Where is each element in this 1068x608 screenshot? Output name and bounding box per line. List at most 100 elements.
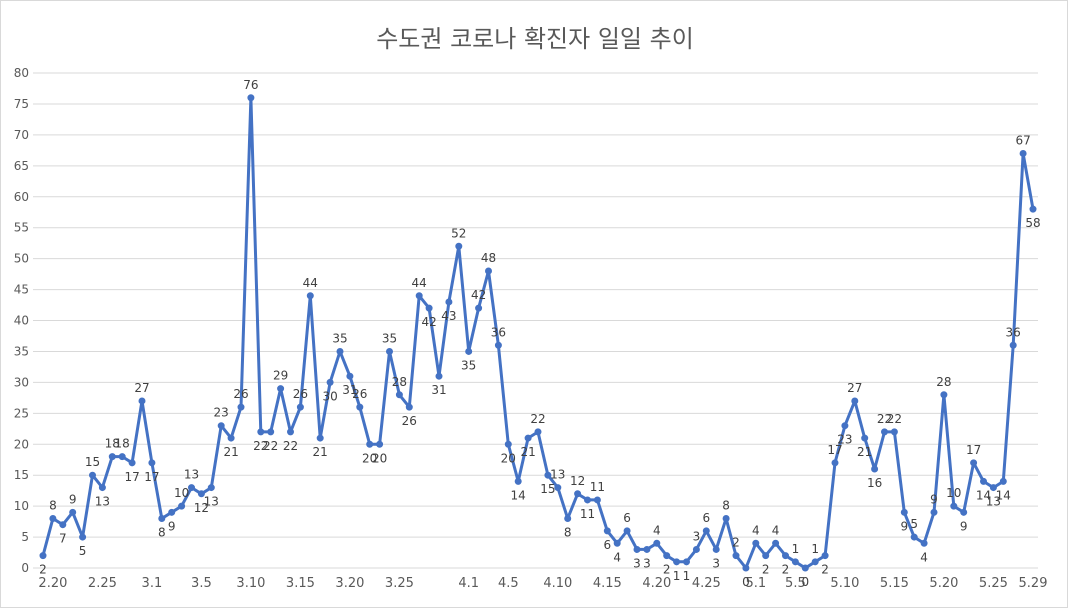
data-point bbox=[890, 428, 898, 436]
data-point bbox=[524, 434, 532, 442]
data-point bbox=[237, 403, 245, 411]
data-label: 4 bbox=[752, 523, 760, 537]
series-line-path bbox=[41, 96, 1035, 570]
x-tick-label: 5.10 bbox=[830, 576, 859, 591]
data-point bbox=[158, 515, 166, 522]
data-label: 9 bbox=[930, 492, 938, 506]
data-point bbox=[178, 502, 186, 510]
data-point bbox=[138, 397, 146, 405]
data-label: 22 bbox=[877, 412, 892, 426]
data-label: 31 bbox=[342, 383, 357, 397]
data-point bbox=[197, 490, 205, 498]
data-point bbox=[465, 347, 473, 355]
data-point bbox=[930, 508, 938, 516]
x-tick-label: 2.25 bbox=[88, 576, 117, 591]
data-point bbox=[69, 508, 77, 516]
data-point bbox=[494, 341, 502, 349]
data-point bbox=[346, 372, 354, 380]
data-label: 76 bbox=[243, 78, 258, 92]
gridlines bbox=[33, 72, 1038, 569]
data-label: 0 bbox=[742, 575, 750, 589]
data-label: 10 bbox=[174, 486, 189, 500]
data-label: 0 bbox=[801, 575, 809, 589]
data-label: 21 bbox=[223, 445, 238, 459]
data-point bbox=[663, 552, 671, 560]
data-label: 42 bbox=[471, 288, 486, 302]
y-tick-label: 75 bbox=[14, 97, 29, 111]
data-point bbox=[277, 385, 285, 393]
data-label: 3 bbox=[712, 556, 720, 570]
data-label: 23 bbox=[837, 433, 852, 447]
x-tick-label: 3.15 bbox=[286, 576, 315, 591]
data-point bbox=[782, 552, 789, 560]
data-label: 3 bbox=[693, 529, 701, 543]
data-point bbox=[108, 453, 116, 461]
data-label: 9 bbox=[168, 519, 176, 533]
data-label: 17 bbox=[966, 443, 981, 457]
x-tick-label: 4.25 bbox=[692, 576, 721, 591]
data-label: 3 bbox=[643, 556, 651, 570]
data-label: 14 bbox=[976, 488, 991, 502]
data-point bbox=[168, 508, 176, 516]
data-label: 4 bbox=[920, 550, 928, 564]
data-label: 14 bbox=[511, 488, 526, 502]
y-tick-label: 55 bbox=[14, 221, 29, 235]
data-label: 17 bbox=[144, 470, 159, 484]
y-axis-tick-labels: 0 5 10 15 20 25 30 35 40 45 50 55 60 65 70 75 80 bbox=[14, 66, 29, 575]
data-label: 48 bbox=[481, 251, 496, 265]
y-tick-label: 60 bbox=[14, 190, 29, 204]
data-point bbox=[326, 378, 334, 386]
data-point bbox=[534, 428, 542, 436]
data-point bbox=[79, 533, 87, 541]
data-point bbox=[603, 527, 611, 535]
data-label: 11 bbox=[580, 507, 595, 521]
data-label: 18 bbox=[105, 437, 120, 451]
data-point bbox=[900, 508, 908, 516]
data-label: 26 bbox=[352, 387, 367, 401]
data-label: 13 bbox=[184, 468, 199, 482]
data-label: 11 bbox=[590, 480, 605, 494]
data-point bbox=[445, 298, 453, 306]
data-label: 7 bbox=[59, 532, 67, 546]
data-label: 28 bbox=[392, 375, 407, 389]
data-label: 1 bbox=[811, 542, 819, 556]
data-label: 35 bbox=[332, 331, 347, 345]
data-point bbox=[435, 372, 443, 380]
data-label: 4 bbox=[772, 523, 780, 537]
data-point bbox=[207, 484, 215, 492]
data-label: 22 bbox=[283, 439, 298, 453]
data-point bbox=[316, 434, 324, 442]
data-point bbox=[752, 539, 760, 547]
x-tick-label: 3.1 bbox=[142, 576, 163, 591]
y-tick-label: 45 bbox=[14, 283, 29, 297]
data-point bbox=[960, 508, 968, 516]
data-point bbox=[970, 459, 978, 467]
data-point bbox=[821, 552, 829, 560]
data-label: 1 bbox=[792, 542, 800, 556]
data-label: 28 bbox=[936, 375, 951, 389]
data-points bbox=[39, 94, 1037, 572]
data-label: 26 bbox=[402, 414, 417, 428]
data-point bbox=[336, 347, 344, 355]
data-point bbox=[217, 422, 225, 430]
data-label: 3 bbox=[633, 556, 641, 570]
data-point bbox=[574, 490, 582, 498]
data-label: 58 bbox=[1025, 216, 1040, 230]
data-point bbox=[851, 397, 859, 405]
data-label: 21 bbox=[313, 445, 328, 459]
data-point bbox=[940, 391, 948, 399]
data-point bbox=[791, 558, 799, 566]
data-label: 36 bbox=[491, 325, 506, 339]
y-tick-label: 25 bbox=[14, 406, 29, 420]
data-point bbox=[227, 434, 235, 442]
data-point bbox=[633, 545, 641, 553]
y-tick-label: 30 bbox=[14, 375, 29, 389]
data-point bbox=[425, 304, 433, 312]
data-label: 8 bbox=[49, 499, 57, 513]
x-tick-label: 4.1 bbox=[458, 576, 479, 591]
y-tick-label: 80 bbox=[14, 66, 29, 80]
data-point bbox=[386, 347, 393, 355]
data-label: 2 bbox=[821, 563, 829, 577]
y-tick-label: 0 bbox=[21, 561, 29, 575]
